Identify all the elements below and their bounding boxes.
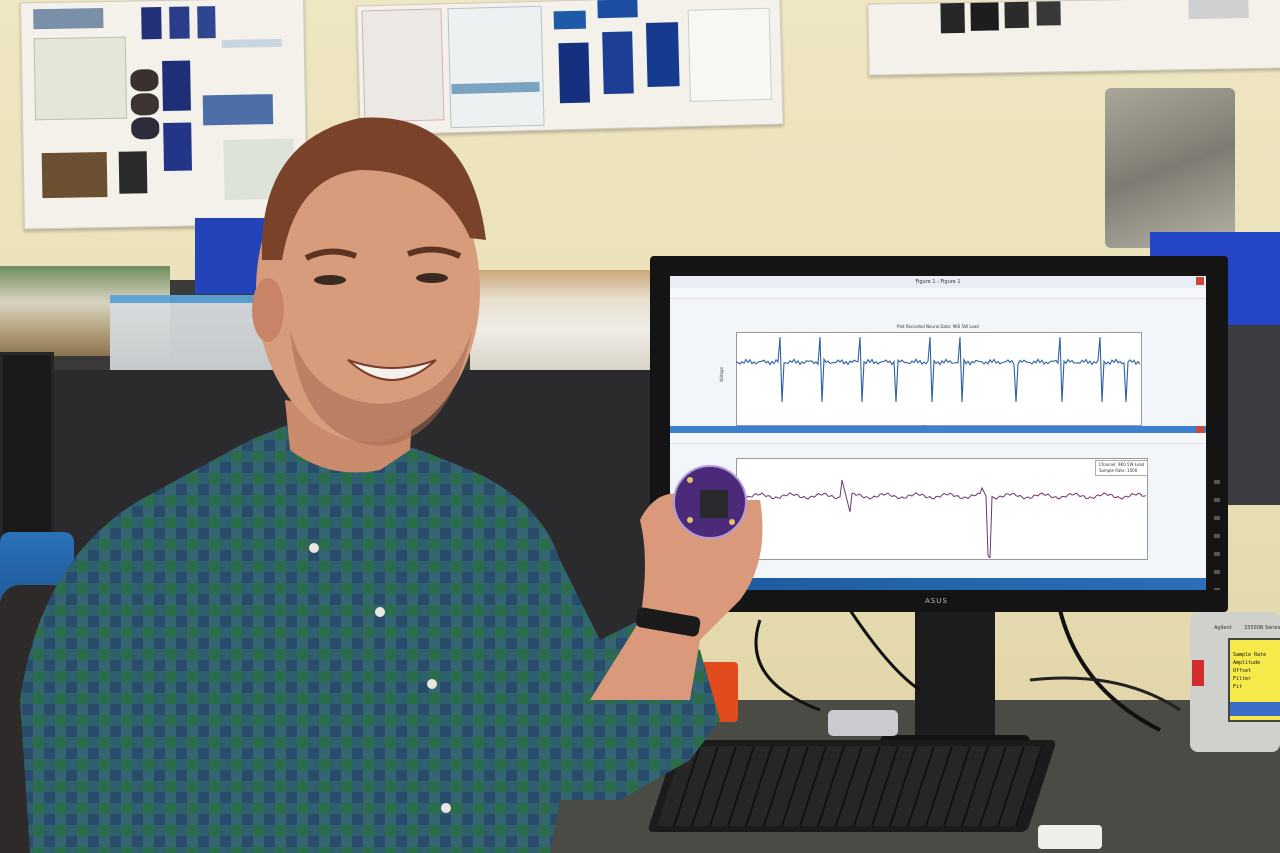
photo-scene: ASUS Figure 1 - Figure 1 Plot Recorded N… bbox=[0, 0, 1280, 853]
person bbox=[0, 0, 1280, 853]
